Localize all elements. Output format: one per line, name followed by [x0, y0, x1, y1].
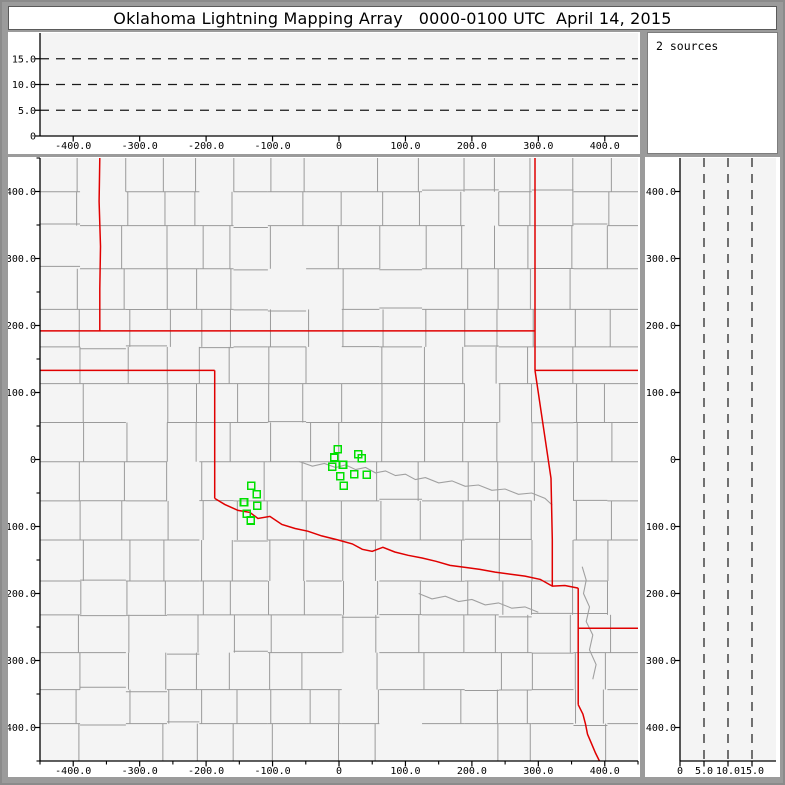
lma-station-marker: [362, 470, 372, 480]
y-tick-label: -100.0: [645, 522, 676, 533]
y-tick-label: -400.0: [8, 723, 36, 734]
x-tick-label: 100.0: [390, 766, 420, 777]
y-tick-label: 5.0: [18, 106, 36, 117]
y-tick-label: 15.0: [12, 54, 36, 65]
x-tick-label: 200.0: [457, 141, 487, 152]
x-tick-label: 100.0: [390, 141, 420, 152]
plan-view-panel: -400.0 -300.0 -200.0 -100.0 0 100.0 200.0 300.0…: [8, 157, 640, 777]
lma-station-marker: [246, 481, 256, 490]
lma-station-marker: [357, 453, 366, 463]
plot-content: [40, 158, 638, 761]
x-tick-label: 0: [677, 766, 683, 777]
y-tick-label: -400.0: [645, 723, 676, 734]
y-tick-label: 200.0: [8, 321, 36, 332]
river-central: [298, 460, 553, 506]
x-tick-label: -300.0: [122, 766, 158, 777]
y-tick-label: 400.0: [646, 187, 676, 198]
window-title: Oklahoma Lightning Mapping Array 0000-01…: [113, 8, 672, 28]
y-tick-label: -200.0: [8, 589, 36, 600]
y-tick-label: -100.0: [8, 522, 36, 533]
river-south: [418, 592, 539, 613]
lma-station-marker: [329, 453, 339, 462]
y-tick-label: 100.0: [646, 388, 676, 399]
sources-panel: 2 sources: [647, 32, 778, 154]
lma-station-marker: [239, 498, 249, 507]
x-tick-label: 200.0: [457, 766, 487, 777]
x-tick-label: -100.0: [254, 766, 290, 777]
sources-count-label: 2 sources: [656, 39, 719, 53]
lma-station-marker: [252, 501, 262, 511]
plot-background: [40, 33, 638, 136]
x-tick-label: -300.0: [122, 141, 158, 152]
plot-content: [703, 158, 753, 761]
plot-content: [40, 58, 638, 111]
y-tick-label: 200.0: [646, 321, 676, 332]
x-tick-label: 300.0: [523, 766, 553, 777]
x-tick-label: 0: [336, 141, 342, 152]
lma-station-marker: [333, 445, 343, 454]
x-tick-label: 10.0: [716, 766, 740, 777]
lma-station-marker: [349, 469, 359, 479]
x-tick-label: -400.0: [55, 766, 91, 777]
kansas-colorado-border: [98, 158, 102, 331]
x-tick-label: 0: [336, 766, 342, 777]
x-tick-label: -200.0: [188, 141, 224, 152]
y-tick-label: -200.0: [645, 589, 676, 600]
y-tick-label: 100.0: [8, 388, 36, 399]
y-tick-label: 0: [30, 455, 36, 466]
y-tick-label: 400.0: [8, 187, 36, 198]
ew-altitude-panel: -400.0 -300.0 -200.0 -100.0 0 100.0 200.0 300.0…: [8, 32, 640, 154]
lma-station-marker: [252, 489, 261, 499]
x-tick-label: -200.0: [188, 766, 224, 777]
lma-station-marker: [335, 471, 345, 481]
lma-station-marker: [339, 481, 349, 490]
x-tick-label: 400.0: [590, 766, 620, 777]
red-river-border: [214, 497, 579, 589]
y-tick-label: -300.0: [8, 656, 36, 667]
ns-altitude-panel: 0 5.010.015.0 400.0 300.0 200.0 100.0 0 -100.0 -…: [645, 157, 780, 777]
y-tick-label: 10.0: [12, 80, 36, 91]
plan-view-plot[interactable]: -400.0 -300.0 -200.0 -100.0 0 100.0 200.0 300.0…: [8, 157, 640, 777]
lma-station-marker: [328, 462, 337, 472]
title-bar: Oklahoma Lightning Mapping Array 0000-01…: [8, 6, 777, 30]
x-tick-label: 400.0: [590, 141, 620, 152]
x-tick-label: -400.0: [55, 141, 91, 152]
oklahoma-arkansas-border: [534, 370, 554, 587]
x-tick-label: -100.0: [254, 141, 290, 152]
ew-altitude-plot[interactable]: -400.0 -300.0 -200.0 -100.0 0 100.0 200.0 300.0…: [8, 32, 640, 154]
y-tick-label: 0: [30, 132, 36, 143]
lma-station-marker: [338, 460, 348, 470]
y-tick-label: 300.0: [646, 254, 676, 265]
ns-altitude-plot[interactable]: 0 5.010.015.0 400.0 300.0 200.0 100.0 0 -100.0 -…: [645, 157, 780, 777]
y-tick-label: 300.0: [8, 254, 36, 265]
lma-station-marker: [246, 516, 255, 525]
x-tick-label: 15.0: [740, 766, 764, 777]
y-tick-label: -300.0: [645, 656, 676, 667]
river-east: [581, 566, 597, 680]
x-tick-label: 300.0: [523, 141, 553, 152]
y-tick-label: 0: [670, 455, 676, 466]
x-tick-label: 5.0: [695, 766, 713, 777]
